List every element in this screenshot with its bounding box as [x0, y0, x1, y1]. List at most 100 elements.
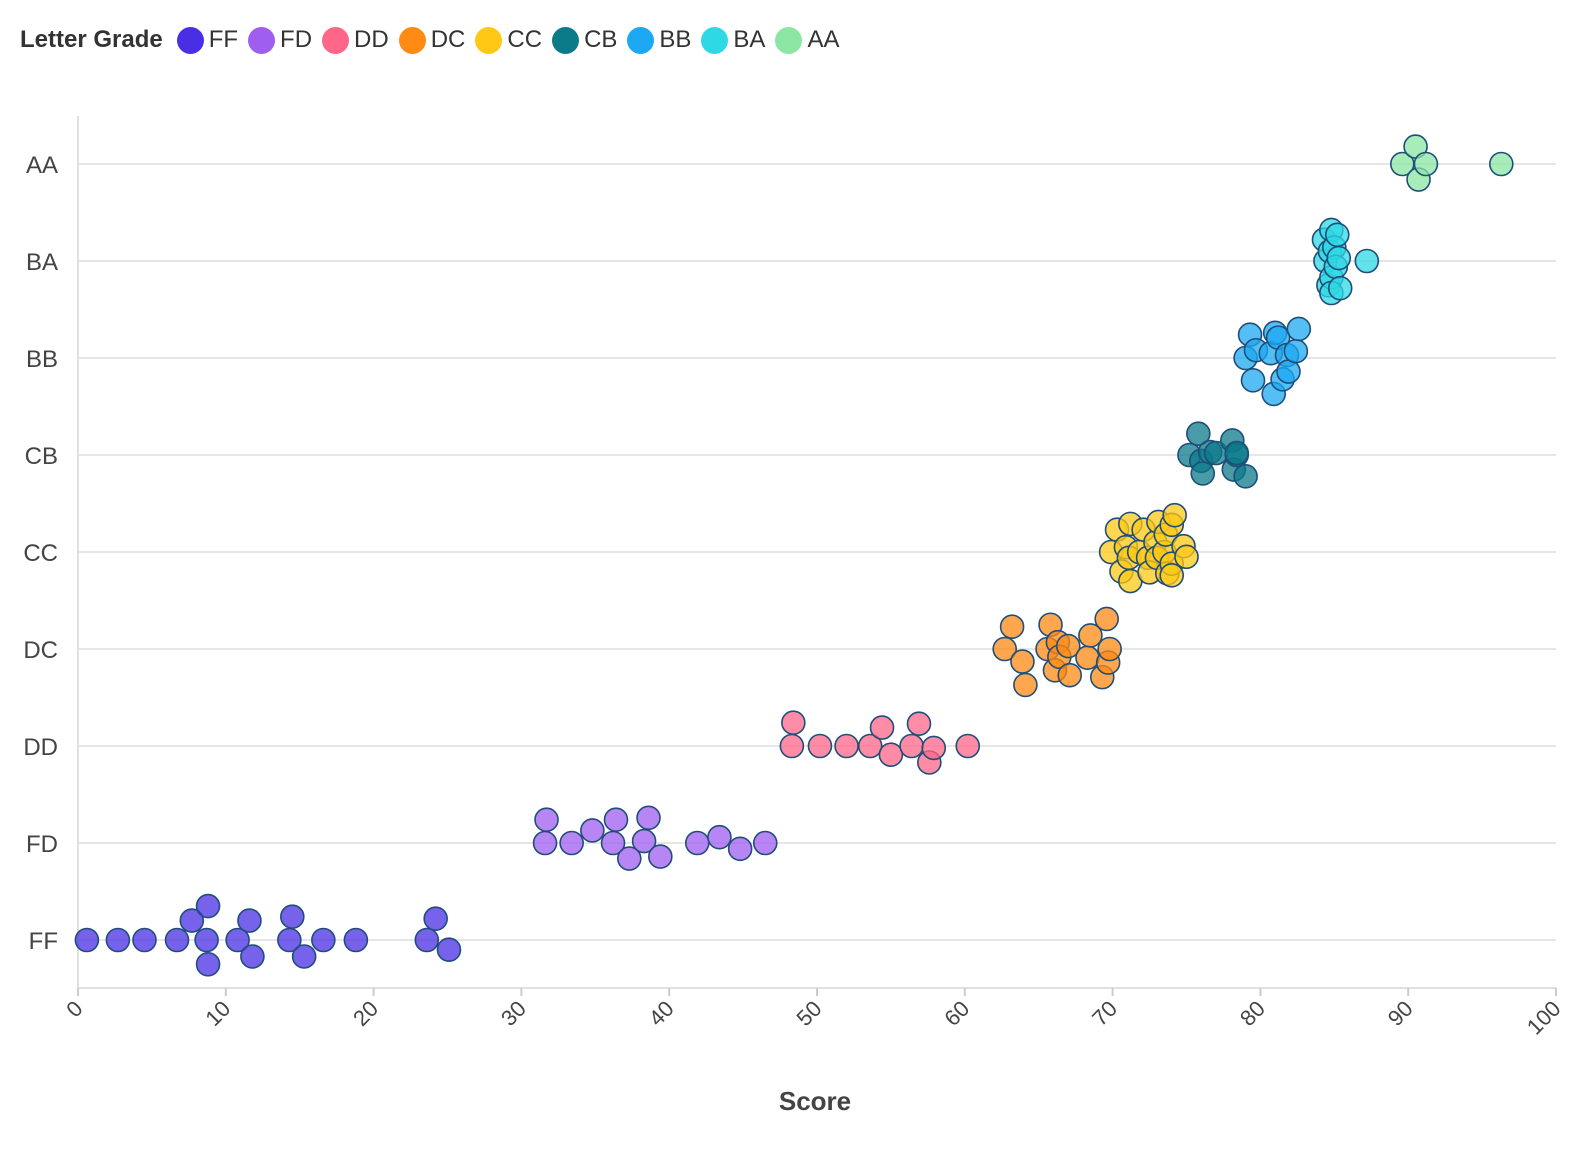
point-dd — [899, 733, 924, 759]
point-dd — [878, 742, 904, 768]
point-dc — [999, 614, 1025, 639]
point-bb — [1283, 338, 1309, 364]
legend-label: AA — [807, 26, 840, 53]
point-cb — [1186, 421, 1211, 446]
point-ff — [195, 951, 221, 977]
point-fd — [727, 836, 753, 862]
x-tick-label: 20 — [348, 996, 383, 1031]
point-cb — [1190, 461, 1216, 486]
legend-swatch — [398, 26, 426, 54]
point-dc — [1013, 672, 1038, 698]
legend-label: FF — [208, 26, 239, 53]
legend-label: CC — [507, 26, 543, 53]
legend-item-dd: DD — [322, 26, 389, 54]
point-dd — [807, 733, 833, 759]
y-tick-label: AA — [26, 152, 58, 179]
point-fd — [752, 830, 778, 856]
point-cc — [1159, 562, 1185, 588]
point-aa — [1413, 151, 1439, 177]
point-dd — [906, 711, 932, 736]
point-dd — [869, 715, 895, 740]
point-cb — [1224, 440, 1250, 466]
point-ff — [195, 893, 221, 919]
point-dc — [1078, 623, 1103, 648]
y-tick-label: CC — [23, 540, 58, 567]
legend-item-cc: CC — [475, 26, 542, 54]
point-dc — [1057, 662, 1083, 688]
point-dd — [781, 710, 806, 736]
legend-item-dc: DC — [398, 26, 466, 54]
point-fd — [648, 844, 673, 869]
point-ff — [132, 927, 157, 953]
point-ff — [225, 927, 250, 953]
point-aa — [1489, 151, 1514, 177]
point-ba — [1324, 222, 1350, 248]
point-ba — [1326, 245, 1352, 271]
point-cb — [1233, 464, 1258, 489]
legend-swatch — [627, 26, 655, 54]
point-dc — [1094, 606, 1119, 632]
point-ff — [436, 937, 462, 963]
point-ff — [179, 908, 205, 933]
legend-label: CB — [584, 26, 618, 53]
point-fd — [707, 824, 732, 850]
legend-swatch — [552, 26, 580, 54]
point-ff — [240, 944, 265, 969]
point-cc — [1174, 544, 1199, 570]
point-ff — [164, 927, 190, 953]
point-ba — [1327, 275, 1353, 301]
legend-title: Letter Grade — [20, 26, 163, 53]
x-tick-label: 50 — [792, 996, 827, 1031]
legend-item-fd: FD — [248, 26, 312, 54]
legend-swatch — [775, 26, 803, 54]
point-fd — [636, 805, 661, 831]
point-ff — [237, 908, 262, 933]
point-bb — [1240, 368, 1266, 393]
legend-item-cb: CB — [552, 26, 617, 54]
point-fd — [631, 828, 657, 854]
point-fd — [603, 807, 629, 833]
legend-label: BA — [733, 26, 766, 53]
legend-swatch — [701, 26, 729, 54]
point-fd — [532, 830, 558, 856]
point-ff — [194, 927, 219, 953]
point-dd — [834, 733, 859, 759]
point-fd — [559, 830, 584, 856]
point-dc — [992, 636, 1018, 662]
legend-item-bb: BB — [627, 26, 691, 54]
legend: Letter Grade FF FD DD DC CC CB BB BA AA — [20, 22, 849, 58]
legend-items: FF FD DD DC CC CB BB BA AA — [176, 26, 850, 54]
point-dd — [955, 733, 981, 759]
legend-item-aa: AA — [775, 26, 839, 54]
axes: FF FD DD DC CC CB BB BA AA 0 10 20 30 40 50 60 70 80 90 100 — [23, 116, 1566, 1040]
point-bb — [1276, 359, 1301, 384]
legend-swatch — [176, 26, 204, 54]
x-tick-label: 90 — [1383, 996, 1418, 1031]
y-tick-label: BA — [26, 249, 58, 276]
point-dc — [1097, 636, 1122, 662]
point-ff — [291, 944, 317, 969]
x-tick-label: 100 — [1522, 996, 1566, 1040]
point-cc — [1162, 502, 1187, 528]
legend-label: FD — [280, 26, 313, 53]
x-tick-label: 80 — [1235, 996, 1270, 1031]
point-fd — [534, 807, 559, 833]
point-ff — [280, 904, 305, 930]
point-dd — [779, 733, 805, 759]
x-tick-label: 0 — [61, 996, 87, 1022]
y-tick-label: DD — [23, 734, 58, 761]
data-points — [74, 134, 1514, 977]
y-tick-label: FF — [29, 928, 58, 955]
legend-label: BB — [659, 26, 692, 53]
x-tick-label: 30 — [496, 996, 531, 1031]
point-fd — [684, 830, 710, 856]
point-bb — [1286, 316, 1312, 342]
point-dc — [1055, 633, 1081, 659]
y-tick-label: DC — [23, 637, 58, 664]
x-tick-label: 40 — [644, 996, 679, 1031]
legend-item-ff: FF — [176, 26, 239, 54]
point-dd — [857, 733, 883, 759]
legend-label: DC — [430, 26, 466, 53]
legend-swatch — [475, 26, 503, 54]
legend-label: DD — [354, 26, 389, 53]
